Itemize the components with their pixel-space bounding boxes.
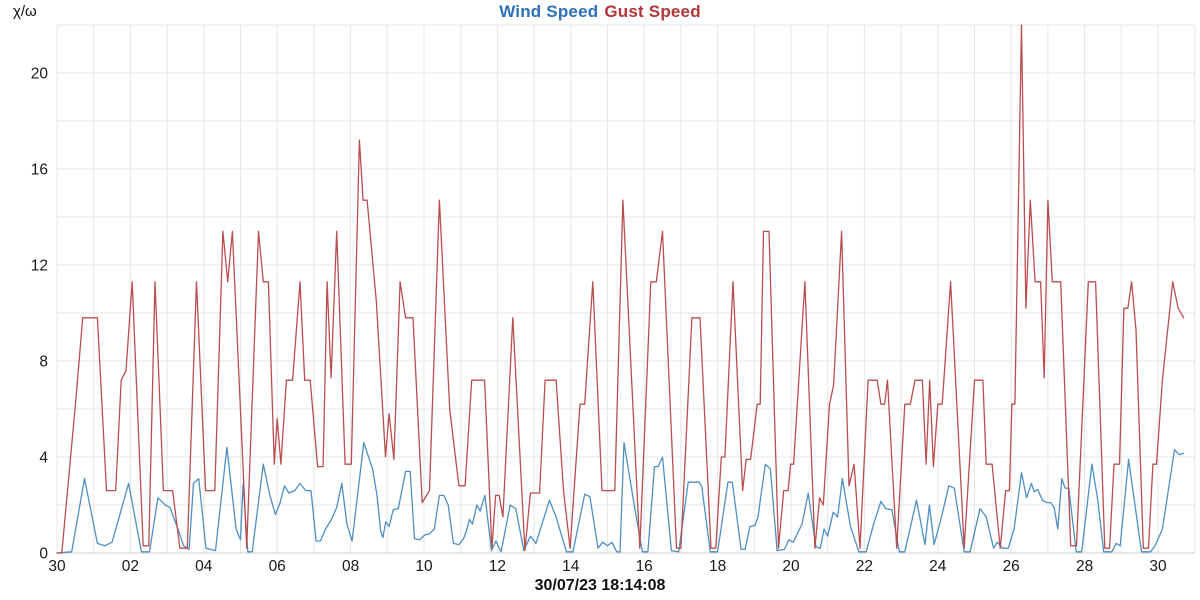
- x-tick-label: 30: [48, 558, 66, 575]
- x-tick-label: 08: [342, 558, 359, 575]
- legend-wind-speed: Wind Speed: [499, 2, 599, 21]
- y-tick-label: 4: [39, 450, 48, 467]
- x-tick-label: 10: [415, 558, 433, 575]
- x-tick-label: 02: [122, 558, 139, 575]
- gust-speed-line: [56, 24, 1185, 554]
- y-axis-unit-label: χ/ω: [13, 3, 37, 20]
- x-tick-label: 22: [856, 558, 873, 575]
- x-tick-label: 06: [269, 558, 286, 575]
- chart-legend-title: Wind Speed Gust Speed: [0, 2, 1200, 22]
- x-tick-label: 12: [489, 558, 506, 575]
- wind-speed-line: [56, 441, 1185, 554]
- x-tick-label: 04: [195, 558, 213, 575]
- x-tick-label: 20: [782, 558, 800, 575]
- x-tick-label: 26: [1003, 558, 1020, 575]
- y-tick-label: 0: [39, 546, 48, 563]
- y-tick-label: 16: [31, 162, 48, 179]
- y-tick-label: 8: [39, 354, 48, 371]
- x-tick-label: 30: [1149, 558, 1167, 575]
- y-tick-label: 20: [31, 66, 49, 83]
- timestamp-caption: 30/07/23 18:14:08: [534, 577, 666, 594]
- x-tick-label: 14: [562, 558, 580, 575]
- legend-gust-speed: Gust Speed: [604, 2, 701, 21]
- x-tick-label: 28: [1076, 558, 1093, 575]
- x-tick-label: 24: [929, 558, 947, 575]
- y-tick-label: 12: [31, 258, 48, 275]
- x-tick-label: 16: [636, 558, 653, 575]
- x-tick-label: 18: [709, 558, 726, 575]
